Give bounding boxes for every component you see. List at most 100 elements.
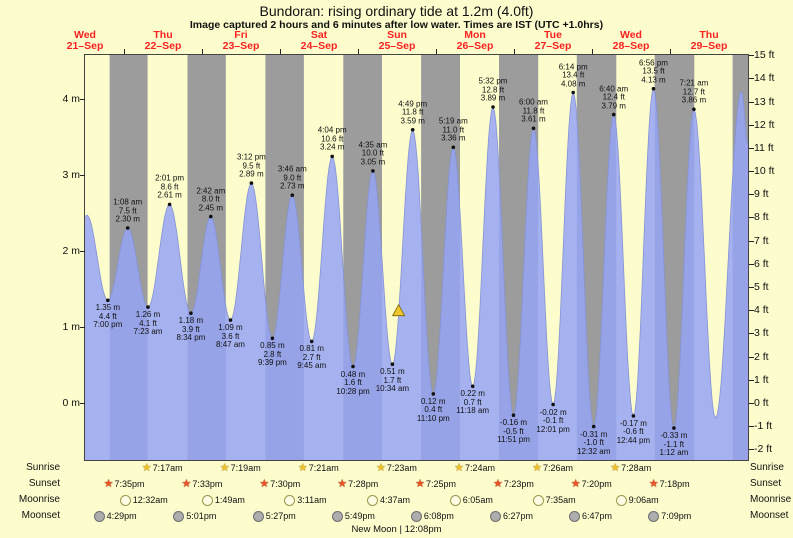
tide-extreme-label: 0.22 m 0.7 ft 11:18 am: [456, 390, 489, 416]
m-axis-tick: [80, 250, 85, 252]
sunset-event: ★ 7:35pm: [104, 477, 145, 491]
tide-label-line: 3.79 m: [601, 101, 626, 111]
day-of-week: Thu: [699, 29, 719, 41]
tide-label-line: 2.61 m: [157, 190, 182, 200]
tide-label-line: 11:18 am: [456, 406, 490, 416]
moonset-circle-icon: [490, 510, 501, 522]
event-time: 7:21am: [308, 463, 339, 473]
event-time: 7:20pm: [581, 479, 612, 489]
sunrise-event: ★ 7:21am: [298, 461, 339, 475]
ft-axis-tick: [749, 287, 754, 288]
tide-label-line: -0.6 ft: [623, 427, 644, 437]
almanac-label-right-sunrise: Sunrise: [750, 462, 784, 473]
day-label: Tue 27–Sep: [518, 30, 588, 52]
sunset-event: ★ 7:30pm: [259, 477, 300, 491]
event-time: 5:49pm: [344, 511, 375, 521]
tide-label-line: 0.51 m: [380, 367, 405, 377]
tide-chart-svg: [85, 55, 748, 460]
day-label: Wed 21–Sep: [50, 30, 120, 52]
tide-extreme-label: 3:46 am 9.0 ft 2.73 m: [277, 164, 307, 192]
tide-point: [410, 128, 415, 132]
day-date: 25–Sep: [378, 40, 416, 52]
tide-label-line: 8:47 am: [216, 340, 245, 350]
day-date: 26–Sep: [456, 40, 494, 52]
event-time: 6:47pm: [582, 511, 613, 521]
tide-extreme-label: 4:49 pm 11.8 ft 3.59 m: [398, 100, 427, 126]
tide-extreme-label: 0.85 m 2.8 ft 9:39 pm: [258, 342, 287, 368]
tide-extreme-label: 5:32 pm 12.8 ft 3.89 m: [478, 76, 508, 104]
tide-label-line: 3.36 m: [441, 133, 466, 143]
day-date: 23–Sep: [222, 40, 260, 52]
tide-label-line: 1.7 ft: [383, 375, 402, 385]
tide-label-line: 0.22 m: [460, 389, 485, 399]
tide-label-line: 9.5 ft: [242, 161, 261, 171]
tide-point: [672, 426, 676, 430]
tide-point: [228, 318, 233, 322]
sunrise-star-icon: ★: [454, 461, 464, 474]
tide-label-line: 0.85 m: [260, 341, 285, 351]
m-axis-tick: [80, 174, 85, 176]
ft-axis-tick: [749, 78, 754, 80]
y-axis-label-ft: 14 ft: [754, 72, 775, 85]
tide-point: [270, 336, 275, 341]
tide-point: [551, 402, 555, 407]
moonset-circle-icon: [648, 510, 660, 522]
almanac-label-left-moonset: Moonset: [21, 510, 60, 521]
moonrise-event: 3:11am: [284, 493, 327, 507]
event-time: 7:25pm: [425, 479, 456, 489]
day-label: Sat 24–Sep: [284, 30, 354, 52]
moonset-event: 5:49pm: [331, 509, 375, 523]
tide-label-line: 4:35 am: [358, 140, 388, 150]
tide-label-line: 3.86 m: [681, 95, 707, 105]
midnight-tick: [280, 49, 281, 55]
day-label: Wed 28–Sep: [596, 30, 666, 52]
event-time: 1:49am: [214, 495, 245, 505]
moonset-circle-icon: [569, 510, 580, 522]
tide-label-line: -0.02 m: [539, 407, 567, 417]
moonrise-circle-icon: [449, 494, 461, 506]
tide-extreme-label: 6:40 am 12.4 ft 3.79 m: [599, 85, 628, 111]
tide-label-line: 3:46 am: [277, 164, 307, 174]
day-label: Sun 25–Sep: [362, 30, 432, 52]
day-date: 22–Sep: [144, 40, 182, 52]
tide-point: [209, 214, 213, 219]
ft-axis-tick: [749, 333, 754, 335]
day-label: Thu 29–Sep: [674, 30, 744, 52]
tide-label-line: 5:32 pm: [478, 76, 508, 86]
y-axis-label-ft: 9 ft: [754, 188, 769, 201]
tide-label-line: 0.7 ft: [463, 397, 482, 407]
midnight-tick: [124, 49, 125, 55]
day-of-week: Wed: [620, 29, 642, 41]
sunset-star-icon: ★: [181, 477, 192, 490]
tide-label-line: 4.08 m: [560, 79, 586, 88]
sunset-event: ★ 7:25pm: [415, 477, 456, 491]
tide-label-line: 13.4 ft: [562, 70, 585, 80]
sunset-event: ★ 7:20pm: [571, 477, 612, 491]
sunrise-star-icon: ★: [376, 461, 386, 474]
ft-axis-tick: [749, 217, 754, 219]
moonrise-event: 1:49am: [201, 493, 245, 507]
moonrise-event: 9:06am: [615, 493, 659, 507]
moonset-circle-icon: [252, 510, 264, 522]
moonset-circle-icon: [410, 510, 422, 522]
tide-point: [309, 339, 314, 344]
event-time: 7:17am: [152, 463, 183, 473]
tide-label-line: 12:32 am: [577, 446, 611, 456]
ft-axis-tick: [749, 379, 754, 381]
y-axis-label-ft: 12 ft: [754, 118, 775, 131]
tide-label-line: -0.5 ft: [503, 426, 524, 436]
tide-label-line: 3.89 m: [480, 93, 506, 103]
sunrise-event: ★ 7:28am: [610, 461, 651, 475]
tide-extreme-label: 0.12 m 0.4 ft 11:10 pm: [417, 397, 450, 424]
tide-label-line: 12:01 pm: [536, 424, 570, 434]
day-of-week: Wed: [74, 29, 96, 41]
event-time: 6:08pm: [423, 511, 454, 521]
tide-label-line: 6:56 pm: [639, 58, 668, 68]
y-axis-label-ft: 3 ft: [754, 327, 769, 340]
moonset-event: 6:08pm: [410, 509, 454, 523]
ft-axis-tick: [749, 147, 754, 149]
y-axis-label-ft: 6 ft: [754, 257, 769, 270]
tide-label-line: 9.0 ft: [283, 173, 302, 183]
y-axis-label-ft: 15 ft: [754, 49, 775, 62]
sunrise-star-icon: ★: [610, 461, 621, 474]
